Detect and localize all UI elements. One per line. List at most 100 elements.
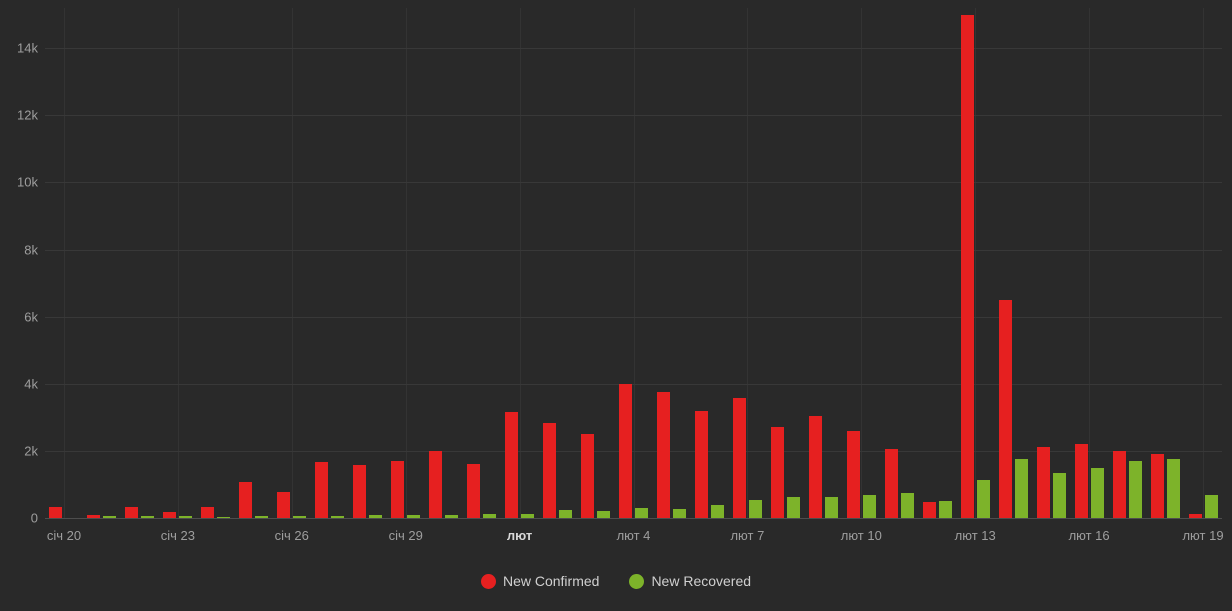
bar-new-recovered[interactable]	[369, 515, 383, 518]
legend-marker-recovered-icon	[629, 573, 645, 589]
bar-new-recovered[interactable]	[824, 497, 838, 518]
bar-new-confirmed[interactable]	[49, 507, 63, 518]
bar-new-recovered[interactable]	[1090, 468, 1104, 518]
bar-new-recovered[interactable]	[976, 480, 990, 518]
bar-new-confirmed[interactable]	[694, 411, 708, 518]
bar-new-confirmed[interactable]	[732, 398, 746, 518]
bar-new-confirmed[interactable]	[960, 15, 974, 518]
y-axis-label: 10k	[17, 174, 38, 190]
bar-new-recovered[interactable]	[407, 515, 421, 518]
bar-new-recovered[interactable]	[445, 515, 459, 518]
x-axis-label: січ 20	[46, 528, 82, 543]
gridline-x	[1089, 8, 1091, 518]
bar-new-recovered[interactable]	[1204, 495, 1218, 518]
legend-item-confirmed[interactable]: New Confirmed	[480, 573, 600, 589]
bar-new-recovered[interactable]	[483, 514, 497, 518]
bar-new-recovered[interactable]	[635, 508, 648, 518]
bar-new-recovered[interactable]	[862, 495, 876, 518]
bar-new-recovered[interactable]	[179, 516, 193, 518]
gridline-y	[45, 383, 1222, 385]
bar-new-recovered[interactable]	[217, 517, 231, 518]
bar-new-confirmed[interactable]	[922, 502, 936, 518]
gridline-x	[405, 8, 407, 518]
legend-item-recovered[interactable]: New Recovered	[629, 573, 751, 589]
gridline-y	[45, 115, 1222, 117]
bar-new-recovered[interactable]	[103, 516, 117, 518]
bar-new-confirmed[interactable]	[429, 451, 443, 518]
bar-new-recovered[interactable]	[900, 493, 914, 518]
gridline-x	[633, 8, 635, 518]
gridline-x	[975, 8, 977, 518]
bar-new-confirmed[interactable]	[467, 464, 481, 518]
y-axis-label: 2k	[24, 443, 38, 459]
bar-new-recovered[interactable]	[938, 501, 952, 518]
bar-new-recovered[interactable]	[1166, 459, 1180, 518]
bar-new-confirmed[interactable]	[1112, 451, 1126, 518]
bar-new-confirmed[interactable]	[505, 412, 519, 518]
bar-new-confirmed[interactable]	[163, 512, 177, 518]
bar-new-recovered[interactable]	[672, 509, 686, 518]
bar-new-confirmed[interactable]	[277, 492, 291, 518]
gridline-y	[45, 182, 1222, 184]
x-axis-label: лют 4	[616, 528, 651, 543]
bar-new-recovered[interactable]	[521, 514, 535, 518]
bar-new-confirmed[interactable]	[543, 423, 557, 518]
x-axis-label: лют 10	[840, 528, 882, 543]
y-axis-label: 12k	[17, 107, 38, 123]
bar-new-recovered[interactable]	[1128, 461, 1142, 518]
x-axis-line	[45, 518, 1222, 519]
gridline-x	[861, 8, 863, 518]
bar-new-confirmed[interactable]	[1074, 444, 1088, 518]
bar-new-confirmed[interactable]	[998, 300, 1012, 518]
bar-new-confirmed[interactable]	[808, 416, 822, 518]
bar-new-recovered[interactable]	[710, 505, 724, 518]
bar-new-recovered[interactable]	[331, 516, 345, 518]
bar-new-recovered[interactable]	[597, 511, 611, 518]
bar-new-confirmed[interactable]	[87, 515, 101, 518]
bar-new-confirmed[interactable]	[315, 462, 329, 518]
y-axis-label: 8k	[24, 242, 38, 258]
bar-new-recovered[interactable]	[1014, 459, 1028, 518]
x-axis-label: січ 23	[160, 528, 195, 543]
x-axis-label: січ 26	[274, 528, 309, 543]
gridline-y	[45, 316, 1222, 318]
y-axis-label: 4k	[24, 376, 38, 392]
bar-new-confirmed[interactable]	[391, 461, 405, 518]
gridline-y	[45, 48, 1222, 50]
x-axis-label: лют 16	[1068, 528, 1110, 543]
y-axis-label: 14k	[17, 40, 38, 56]
bar-new-confirmed[interactable]	[201, 507, 215, 518]
bar-new-confirmed[interactable]	[884, 449, 898, 518]
bar-new-confirmed[interactable]	[581, 434, 595, 518]
gridline-x	[747, 8, 749, 518]
x-axis-label: лют 19	[1182, 528, 1224, 543]
gridline-y	[45, 249, 1222, 251]
bar-new-confirmed[interactable]	[656, 392, 670, 518]
bar-new-confirmed[interactable]	[353, 465, 367, 518]
y-axis-label: 0	[30, 510, 38, 526]
y-axis-label: 6k	[24, 309, 38, 325]
bar-new-confirmed[interactable]	[1036, 447, 1050, 518]
bar-new-confirmed[interactable]	[770, 427, 784, 518]
bar-new-confirmed[interactable]	[125, 507, 139, 518]
bar-new-confirmed[interactable]	[239, 482, 253, 518]
legend-label-confirmed: New Confirmed	[502, 573, 600, 589]
legend-label-recovered: New Recovered	[651, 573, 752, 589]
x-axis-label: лют 7	[730, 528, 765, 543]
bar-new-confirmed[interactable]	[619, 384, 632, 518]
bar-new-recovered[interactable]	[255, 516, 269, 518]
bar-new-recovered[interactable]	[748, 500, 762, 518]
bar-new-recovered[interactable]	[786, 497, 800, 518]
bar-new-recovered[interactable]	[141, 516, 155, 518]
gridline-x	[519, 8, 521, 518]
bar-new-confirmed[interactable]	[846, 431, 860, 518]
bar-new-recovered[interactable]	[1052, 473, 1066, 518]
gridline-x	[63, 8, 65, 518]
gridline-y	[45, 450, 1222, 452]
legend: New Confirmed New Recovered	[0, 573, 1232, 589]
bar-new-confirmed[interactable]	[1150, 454, 1164, 518]
gridline-x	[1203, 8, 1205, 518]
bar-new-recovered[interactable]	[293, 516, 307, 518]
bar-new-recovered[interactable]	[559, 510, 573, 518]
bar-new-confirmed[interactable]	[1188, 514, 1202, 518]
